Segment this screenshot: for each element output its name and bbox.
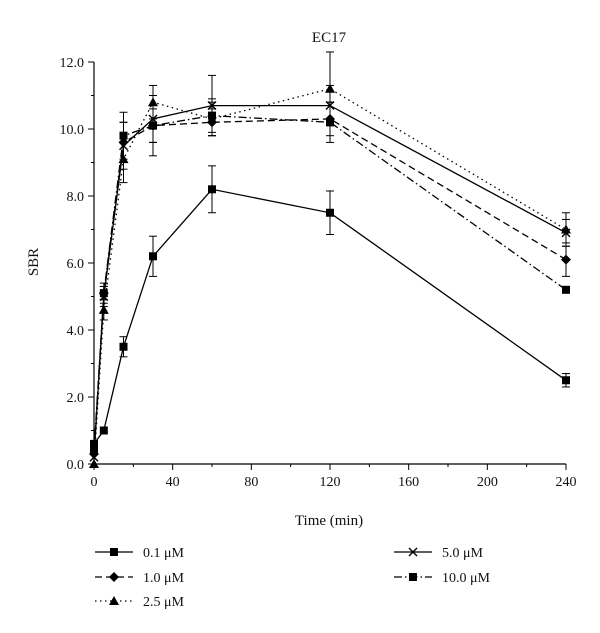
legend-label: 5.0 μM [442,546,484,561]
x-tick-label: 240 [556,475,577,490]
series-line [93,88,567,465]
series-layer [89,51,571,468]
x-tick-label: 80 [244,475,258,490]
series-2 [89,101,571,459]
marker-stroke [408,547,418,557]
marker-stroke [89,452,99,462]
axes: 0 40 80 120 160 200 240 0.0 2.0 4.0 6.0 8.0 10.0 12.0 [60,56,577,490]
legend-item-4: 5.0 μM [394,546,484,561]
data-point [90,446,98,455]
y-axis-title: SBR [26,248,42,276]
y-tick-label: 4.0 [67,324,85,339]
x-axis-title: Time (min) [295,513,363,529]
data-point [562,376,570,385]
data-point [149,121,157,130]
data-point [89,459,99,468]
y-tick-label: 8.0 [67,190,85,205]
series-line [93,118,567,454]
marker-stroke [561,228,571,238]
y-tick-label: 0.0 [67,458,85,473]
data-point [561,254,571,265]
legend-item-2: 1.0 μM [95,571,185,586]
series-5 [90,95,570,455]
y-tick-label: 10.0 [60,123,85,138]
legend-label: 0.1 μM [143,546,185,561]
legend-label: 10.0 μM [442,571,491,586]
legend-item-5: 10.0 μM [394,571,491,586]
data-point [208,111,216,120]
legend-item-1: 0.1 μM [95,546,185,561]
series-line [93,104,567,458]
data-point [326,208,334,217]
series-line [93,114,567,451]
data-point [119,131,128,140]
legend-marker [408,547,418,557]
data-point [119,342,128,351]
x-tick-label: 40 [166,475,180,490]
legend-marker [109,596,119,605]
legend: 0.1 μM 1.0 μM 2.5 μM 5.0 μM 10.0 μM [95,546,491,610]
legend-item-3: 2.5 μM [95,595,185,610]
data-point [562,285,570,294]
data-point [561,228,571,238]
series-1 [90,165,570,448]
data-point [208,185,216,194]
legend-marker [110,548,118,556]
x-tick-label: 120 [320,475,341,490]
data-point [149,252,157,261]
data-point [89,452,99,462]
legend-label: 1.0 μM [143,571,185,586]
x-tick-label: 160 [398,475,419,490]
x-tick-label: 200 [477,475,498,490]
legend-label: 2.5 μM [143,595,185,610]
legend-marker [409,573,417,581]
x-tick-label: 0 [91,475,98,490]
chart-title: EC17 [312,30,347,46]
data-point [326,118,334,127]
y-tick-label: 2.0 [67,391,85,406]
data-point [99,426,108,435]
data-point [98,304,109,314]
y-tick-label: 6.0 [67,257,85,272]
data-point [99,289,108,298]
legend-marker [109,572,119,582]
y-tick-label: 12.0 [60,56,85,71]
